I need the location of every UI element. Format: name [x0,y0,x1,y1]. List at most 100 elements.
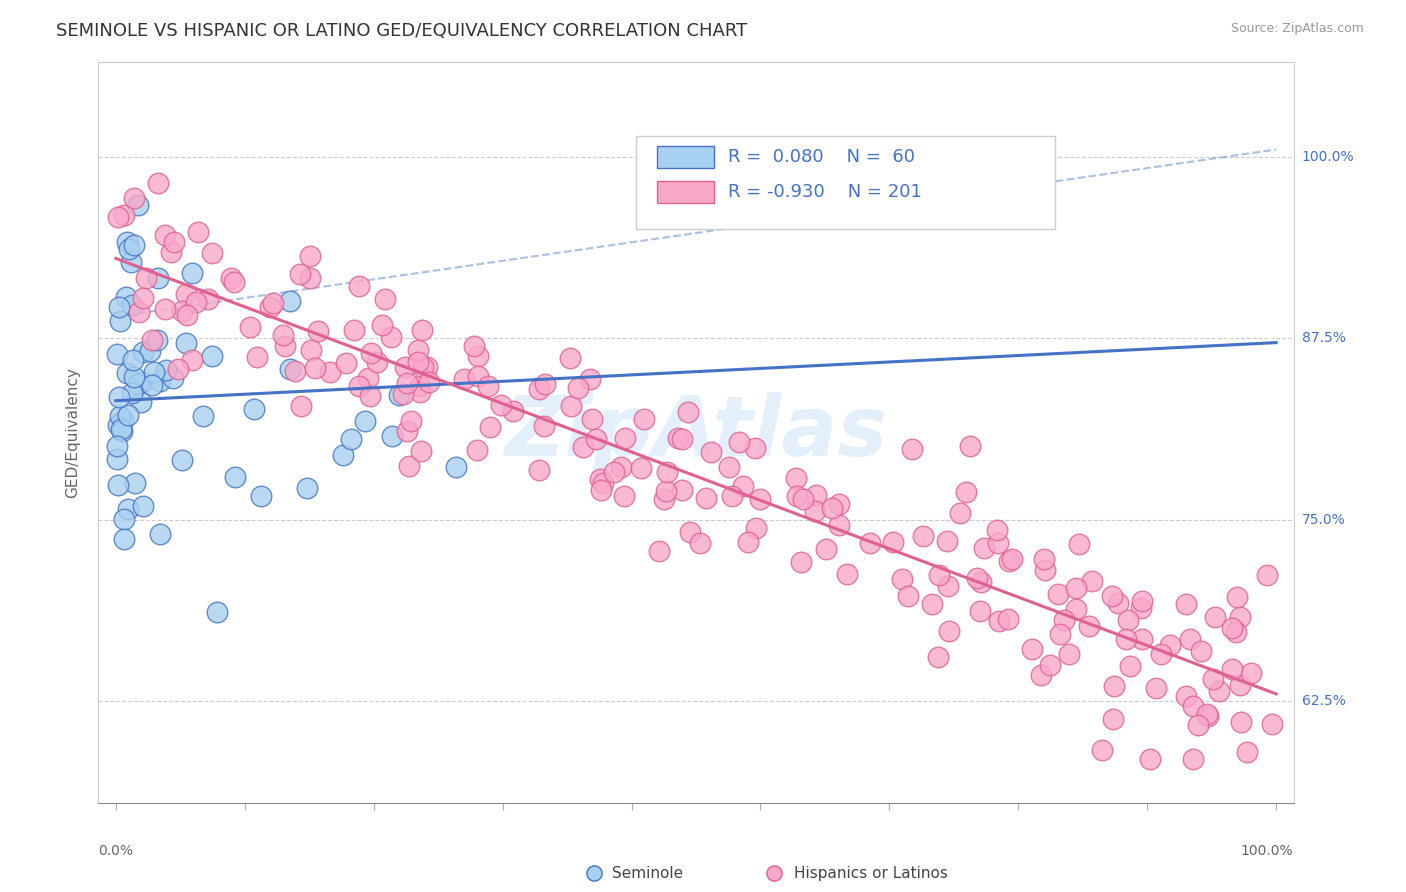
Point [654,483,676,498]
Point [121,386,143,401]
Point [1059,647,1081,661]
Point [1049,627,1071,641]
Point [174,335,197,350]
Point [335,356,357,370]
Point [107,418,129,433]
Point [1197,708,1219,723]
Point [717,460,740,475]
Point [120,254,142,268]
Point [146,333,169,347]
Point [295,481,318,495]
Point [163,235,186,250]
Point [111,424,134,438]
Point [1236,746,1258,760]
Point [127,377,149,392]
Point [146,271,169,285]
Point [613,490,636,504]
Point [343,323,366,337]
Point [111,413,134,427]
Point [467,350,489,364]
Point [1256,567,1278,582]
FancyBboxPatch shape [637,136,1054,229]
Point [121,298,143,312]
Point [1066,581,1088,595]
Text: ZipAtlas: ZipAtlas [505,392,887,473]
Point [412,359,434,374]
Point [239,319,262,334]
Point [273,328,295,343]
Point [132,291,155,305]
Point [1118,614,1140,628]
Text: R =  0.080    N =  60: R = 0.080 N = 60 [728,148,915,166]
Point [162,370,184,384]
Point [489,398,512,412]
Point [117,502,139,516]
Point [630,461,652,475]
Point [381,429,404,443]
Point [1119,659,1142,673]
Point [114,290,136,304]
Point [1107,596,1129,610]
Point [360,346,382,360]
Point [815,541,838,556]
Point [127,197,149,211]
Point [401,414,423,428]
Point [288,267,311,281]
Point [1091,743,1114,757]
Point [720,489,742,503]
Point [727,435,749,450]
Point [900,442,922,456]
Point [155,363,177,377]
Point [534,377,557,392]
Point [633,411,655,425]
Text: Source: ZipAtlas.com: Source: ZipAtlas.com [1230,22,1364,36]
Point [160,244,183,259]
Point [299,248,322,262]
Point [745,521,768,535]
Point [117,408,139,422]
Text: 87.5%: 87.5% [1302,331,1346,345]
Point [821,500,844,515]
Point [1046,587,1069,601]
Point [394,359,416,374]
Point [105,439,128,453]
Point [298,271,321,285]
Point [280,362,302,376]
Point [465,443,488,458]
Point [371,318,394,332]
Point [1187,718,1209,732]
Point [124,475,146,490]
Point [105,347,128,361]
Point [191,409,214,423]
Point [117,242,139,256]
Point [585,432,607,446]
Point [332,448,354,462]
Point [1021,641,1043,656]
Point [1081,574,1104,588]
Point [143,365,166,379]
Point [107,452,129,467]
Point [112,208,135,222]
Point [955,485,977,500]
Point [374,292,396,306]
Point [1102,712,1125,726]
Point [347,279,370,293]
Text: R = -0.930    N = 201: R = -0.930 N = 201 [728,183,922,201]
Point [671,483,693,498]
Point [695,491,717,505]
Point [392,387,415,401]
Point [354,413,377,427]
Point [181,353,204,368]
Point [167,361,190,376]
Point [959,439,981,453]
Point [380,329,402,343]
Point [107,210,129,224]
Point [921,597,943,611]
Point [588,472,610,486]
Point [283,364,305,378]
Point [689,536,711,550]
Point [1229,610,1251,624]
Point [1208,684,1230,698]
Point [1139,752,1161,766]
Point [835,566,858,581]
